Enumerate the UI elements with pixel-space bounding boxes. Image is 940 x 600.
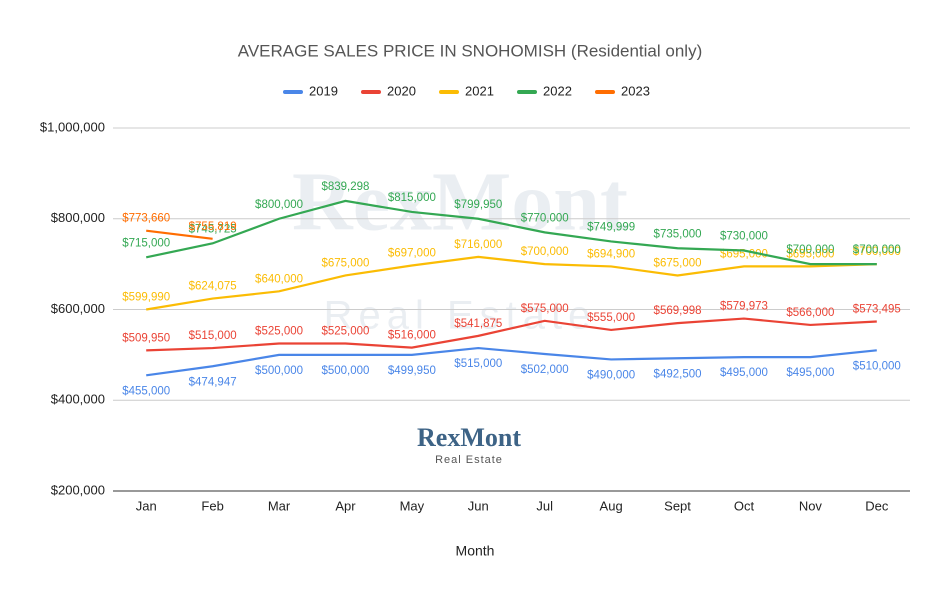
x-axis-label: Month (456, 543, 495, 559)
chart-title: AVERAGE SALES PRICE IN SNOHOMISH (Reside… (238, 41, 703, 60)
x-tick-label: Mar (268, 498, 291, 513)
value-label: $509,950 (122, 332, 170, 344)
value-label: $525,000 (255, 326, 303, 338)
x-tick-label: Jan (136, 498, 157, 513)
value-label: $695,000 (720, 248, 768, 260)
value-label: $675,000 (654, 258, 702, 270)
value-label: $716,000 (454, 239, 502, 251)
value-label: $839,298 (321, 181, 369, 193)
value-label: $815,000 (388, 192, 436, 204)
value-label: $566,000 (786, 307, 834, 319)
x-tick-label: Sept (664, 498, 691, 513)
value-label: $715,000 (122, 237, 170, 249)
value-label: $675,000 (321, 258, 369, 270)
value-label: $502,000 (521, 364, 569, 376)
value-label: $755,819 (189, 221, 237, 233)
value-label: $569,998 (654, 305, 702, 317)
value-label: $770,000 (521, 212, 569, 224)
watermark-sub: Real Estate (324, 294, 597, 338)
x-tick-label: Feb (201, 498, 223, 513)
value-label: $490,000 (587, 369, 635, 381)
series-line (146, 346, 877, 377)
x-tick-label: Oct (734, 498, 755, 513)
value-label: $599,990 (122, 292, 170, 304)
value-label: $700,000 (521, 246, 569, 258)
value-label: $541,875 (454, 318, 502, 330)
value-label: $640,000 (255, 273, 303, 285)
value-label: $773,660 (122, 213, 170, 225)
value-label: $575,000 (521, 303, 569, 315)
series-line (146, 255, 877, 311)
y-tick-label: $800,000 (51, 210, 105, 225)
value-label: $495,000 (720, 367, 768, 379)
y-tick-label: $400,000 (51, 392, 105, 407)
y-tick-label: $1,000,000 (40, 119, 105, 134)
y-tick-label: $600,000 (51, 301, 105, 316)
logo: RexMont (417, 423, 521, 452)
value-label: $516,000 (388, 330, 436, 342)
value-label: $455,000 (122, 385, 170, 397)
value-label: $799,950 (454, 199, 502, 211)
legend-label: 2019 (309, 83, 338, 98)
value-label: $499,950 (388, 365, 436, 377)
legend-label: 2023 (621, 83, 650, 98)
series-line (145, 199, 877, 266)
value-label: $700,000 (786, 244, 834, 256)
value-label: $697,000 (388, 248, 436, 260)
value-label: $624,075 (189, 281, 237, 293)
value-label: $474,947 (189, 376, 237, 388)
value-label: $500,000 (255, 365, 303, 377)
value-label: $492,500 (654, 368, 702, 380)
value-label: $730,000 (720, 231, 768, 243)
legend-label: 2020 (387, 83, 416, 98)
y-tick-label: $200,000 (51, 482, 105, 497)
x-tick-label: Jun (468, 498, 489, 513)
value-label: $745,725 (189, 223, 237, 235)
value-label: $515,000 (454, 358, 502, 370)
value-label: $800,000 (255, 199, 303, 211)
value-label: $700,000 (853, 246, 901, 258)
value-label: $573,495 (853, 304, 901, 316)
value-label: $735,000 (654, 228, 702, 240)
x-tick-label: Nov (799, 498, 823, 513)
series-line (146, 229, 213, 240)
value-label: $525,000 (321, 326, 369, 338)
value-label: $495,000 (786, 367, 834, 379)
x-tick-label: May (400, 498, 425, 513)
value-label: $510,000 (853, 360, 901, 372)
value-label: $749,999 (587, 221, 635, 233)
value-label: $500,000 (321, 365, 369, 377)
x-tick-label: Apr (335, 498, 356, 513)
x-tick-label: Aug (600, 498, 623, 513)
legend-label: 2022 (543, 83, 572, 98)
value-label: $694,900 (587, 248, 635, 260)
legend-label: 2021 (465, 83, 494, 98)
value-label: $555,000 (587, 312, 635, 324)
value-label: $579,973 (720, 301, 768, 313)
x-tick-label: Jul (536, 498, 553, 513)
value-label: $515,000 (189, 330, 237, 342)
value-label: $700,000 (853, 244, 901, 256)
series-line (146, 317, 877, 352)
x-tick-label: Dec (865, 498, 889, 513)
logo-sub: Real Estate (435, 454, 503, 466)
value-label: $695,000 (786, 248, 834, 260)
